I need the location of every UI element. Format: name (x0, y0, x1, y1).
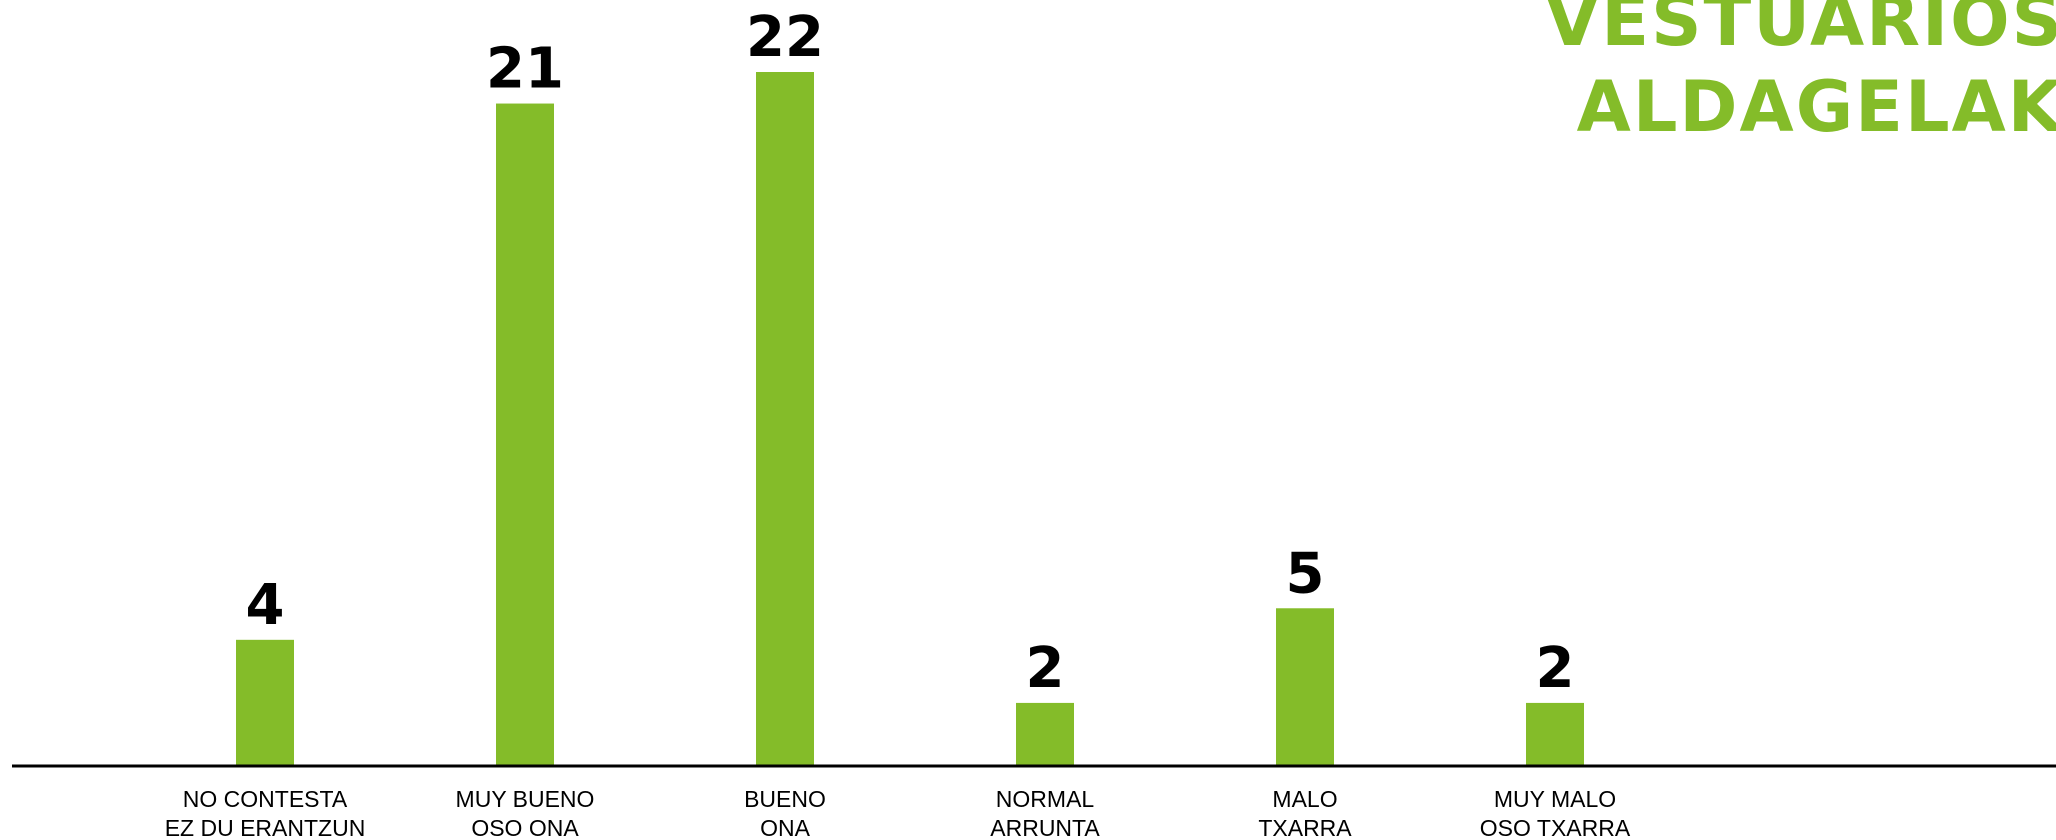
category-label: OSO TXARRA (1480, 815, 1631, 840)
bar (1016, 702, 1074, 766)
data-label: 5 (1286, 541, 1325, 606)
chart-title-line-2: ALDAGELAK (1576, 66, 2056, 148)
category-label: MALO (1272, 786, 1337, 812)
bar (1276, 608, 1334, 766)
category-label: OSO ONA (471, 815, 579, 840)
data-label: 4 (246, 573, 285, 638)
category-label: NO CONTESTA (183, 786, 348, 812)
category-label: ARRUNTA (990, 815, 1100, 840)
data-label: 2 (1536, 636, 1575, 701)
data-label: 22 (746, 5, 824, 70)
category-label: MUY BUENO (456, 786, 595, 812)
category-label: NORMAL (996, 786, 1095, 812)
category-label: TXARRA (1258, 815, 1352, 840)
data-label: 21 (486, 37, 564, 102)
bar (1526, 702, 1584, 766)
bar (756, 72, 814, 766)
category-label: BUENO (744, 786, 826, 812)
chart-title-line-1: VESTUARIOS (1545, 0, 2056, 62)
category-label: ONA (760, 815, 811, 840)
data-label: 2 (1026, 636, 1065, 701)
chart-title: VESTUARIOS ALDAGELAK (1545, 0, 2056, 150)
bar (236, 639, 294, 766)
category-label: MUY MALO (1494, 786, 1616, 812)
bar (496, 103, 554, 766)
category-label: EZ DU ERANTZUN (165, 815, 366, 840)
